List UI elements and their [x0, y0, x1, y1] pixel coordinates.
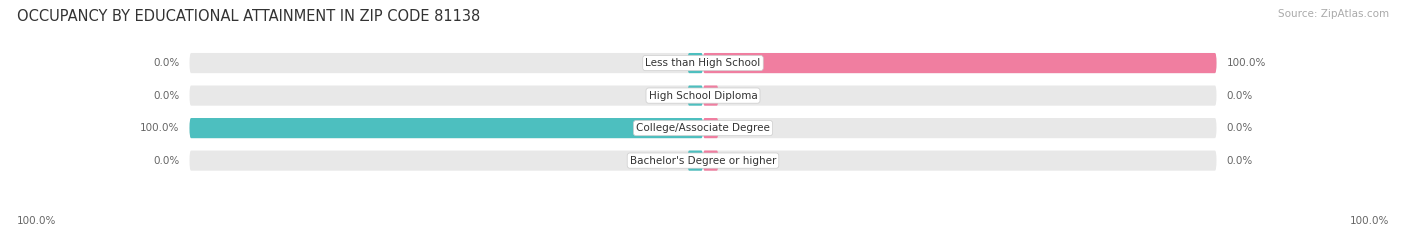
Text: 0.0%: 0.0% [1227, 123, 1253, 133]
Text: OCCUPANCY BY EDUCATIONAL ATTAINMENT IN ZIP CODE 81138: OCCUPANCY BY EDUCATIONAL ATTAINMENT IN Z… [17, 9, 479, 24]
FancyBboxPatch shape [703, 118, 718, 138]
FancyBboxPatch shape [703, 53, 1216, 73]
FancyBboxPatch shape [688, 86, 703, 106]
FancyBboxPatch shape [703, 118, 1216, 138]
FancyBboxPatch shape [688, 151, 703, 171]
FancyBboxPatch shape [190, 118, 703, 138]
FancyBboxPatch shape [688, 53, 703, 73]
Text: Bachelor's Degree or higher: Bachelor's Degree or higher [630, 156, 776, 166]
FancyBboxPatch shape [190, 118, 703, 138]
Text: 0.0%: 0.0% [153, 58, 179, 68]
FancyBboxPatch shape [190, 86, 703, 106]
FancyBboxPatch shape [703, 86, 1216, 106]
Text: 0.0%: 0.0% [1227, 156, 1253, 166]
Text: 100.0%: 100.0% [17, 216, 56, 226]
Text: Source: ZipAtlas.com: Source: ZipAtlas.com [1278, 9, 1389, 19]
FancyBboxPatch shape [190, 151, 703, 171]
FancyBboxPatch shape [703, 86, 718, 106]
Text: 100.0%: 100.0% [1350, 216, 1389, 226]
FancyBboxPatch shape [703, 151, 718, 171]
Text: 0.0%: 0.0% [1227, 91, 1253, 101]
FancyBboxPatch shape [703, 53, 1216, 73]
Text: Less than High School: Less than High School [645, 58, 761, 68]
Text: 100.0%: 100.0% [1227, 58, 1267, 68]
Text: 0.0%: 0.0% [153, 156, 179, 166]
FancyBboxPatch shape [703, 151, 1216, 171]
Text: High School Diploma: High School Diploma [648, 91, 758, 101]
FancyBboxPatch shape [190, 53, 703, 73]
Text: 0.0%: 0.0% [153, 91, 179, 101]
Text: College/Associate Degree: College/Associate Degree [636, 123, 770, 133]
Text: 100.0%: 100.0% [139, 123, 179, 133]
